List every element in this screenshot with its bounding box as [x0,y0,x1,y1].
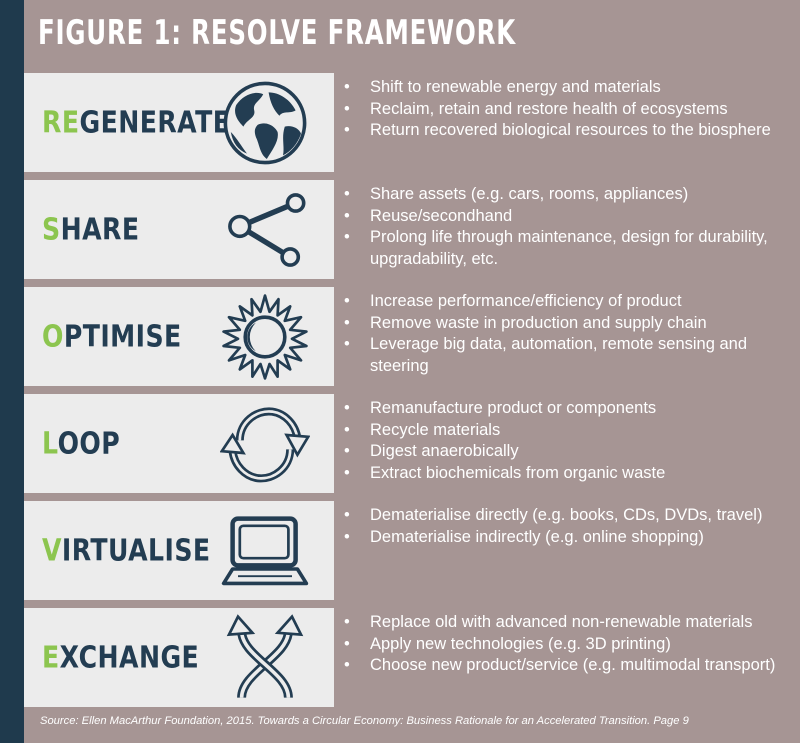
figure-title: FIGURE 1: RESOLVE FRAMEWORK [38,13,516,53]
card-share: SHARE [24,180,334,279]
label-highlight: E [42,640,60,675]
row-regenerate: REGENERATE Shift to renewable energy and… [24,73,800,172]
label-highlight: V [42,533,62,568]
bullet-item: Shift to renewable energy and materials [342,77,792,99]
bullet-item: Return recovered biological resources to… [342,120,792,142]
label-rest: HARE [60,212,140,247]
bullet-list-regenerate: Shift to renewable energy and materials … [342,77,792,142]
bullet-item: Dematerialise indirectly (e.g. online sh… [342,527,792,549]
bullet-item: Apply new technologies (e.g. 3D printing… [342,634,792,656]
bullet-item: Reclaim, retain and restore health of ec… [342,99,792,121]
bullet-item: Share assets (e.g. cars, rooms, applianc… [342,184,792,206]
bullet-list-exchange: Replace old with advanced non-renewable … [342,612,792,677]
bullet-item: Extract biochemicals from organic waste [342,463,792,485]
label-rest: PTIMISE [63,319,182,354]
bullet-list-share: Share assets (e.g. cars, rooms, applianc… [342,184,792,270]
row-share: SHARE Share assets (e.g. cars, rooms, ap… [24,180,800,279]
bullet-item: Recycle materials [342,420,792,442]
bullet-item: Remanufacture product or components [342,398,792,420]
bullet-item: Choose new product/service (e.g. multimo… [342,655,792,677]
bullet-list-virtualise: Dematerialise directly (e.g. books, CDs,… [342,505,792,548]
globe-icon [220,78,310,168]
bullet-list-optimise: Increase performance/efficiency of produ… [342,291,792,377]
label-highlight: O [42,319,64,354]
label-rest: OOP [57,426,121,461]
row-optimise: OPTIMISE Increase performance/efficiency… [24,287,800,386]
label-share: SHARE [42,212,139,247]
bullet-item: Increase performance/efficiency of produ… [342,291,792,313]
row-exchange: EXCHANGE Replace old with advanced non-r… [24,608,800,707]
bullet-item: Leverage big data, automation, remote se… [342,334,792,377]
bullet-item: Dematerialise directly (e.g. books, CDs,… [342,505,792,527]
card-loop: LOOP [24,394,334,493]
label-loop: LOOP [42,426,120,461]
bullet-item: Prolong life through maintenance, design… [342,227,792,270]
label-virtualise: VIRTUALISE [42,533,211,568]
label-highlight: RE [42,105,80,140]
card-optimise: OPTIMISE [24,287,334,386]
share-icon [220,185,310,275]
card-virtualise: VIRTUALISE [24,501,334,600]
card-regenerate: REGENERATE [24,73,334,172]
bullet-item: Replace old with advanced non-renewable … [342,612,792,634]
exchange-arrows-icon [220,613,310,703]
row-loop: LOOP Remanufacture product or components… [24,394,800,493]
loop-arrows-icon [220,399,310,489]
laptop-icon [220,506,310,596]
sun-icon [220,292,310,382]
label-rest: GENERATE [79,105,231,140]
bullet-item: Digest anaerobically [342,441,792,463]
label-highlight: L [42,426,58,461]
bullet-list-loop: Remanufacture product or components Recy… [342,398,792,484]
label-regenerate: REGENERATE [42,105,230,140]
label-exchange: EXCHANGE [42,640,199,675]
label-highlight: S [42,212,61,247]
label-optimise: OPTIMISE [42,319,182,354]
left-accent-bar [0,0,24,743]
bullet-item: Remove waste in production and supply ch… [342,313,792,335]
source-citation: Source: Ellen MacArthur Foundation, 2015… [40,715,689,727]
label-rest: XCHANGE [59,640,200,675]
bullet-item: Reuse/secondhand [342,206,792,228]
label-rest: IRTUALISE [61,533,211,568]
card-exchange: EXCHANGE [24,608,334,707]
row-virtualise: VIRTUALISE Dematerialise directly (e.g. … [24,501,800,600]
